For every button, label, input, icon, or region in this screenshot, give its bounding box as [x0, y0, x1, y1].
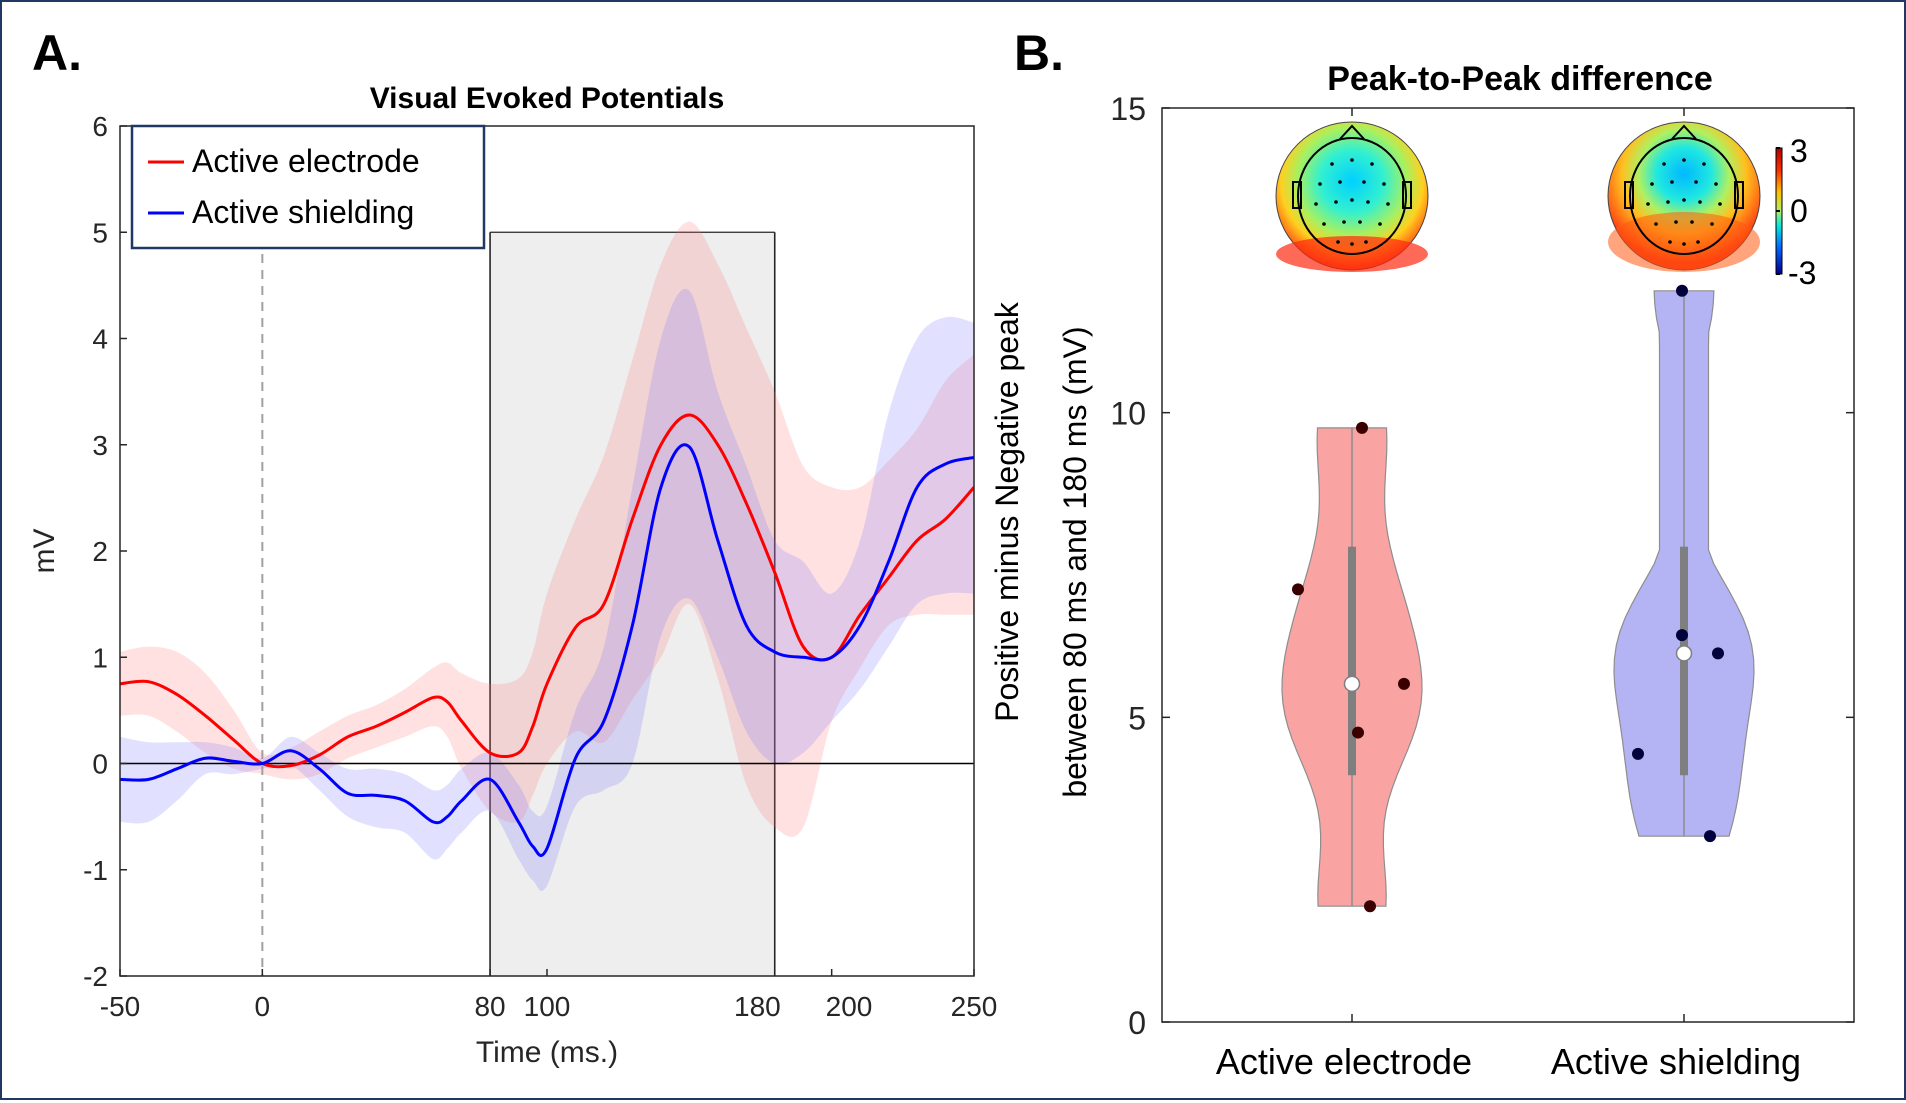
y-tick-label: 5: [92, 217, 108, 248]
data-point: [1676, 284, 1688, 297]
left-ear-icon: [1292, 181, 1302, 209]
right-ear-icon: [1402, 181, 1412, 209]
nose-icon: [1339, 124, 1365, 140]
x-tick-label: -50: [100, 991, 140, 1022]
data-point: [1356, 421, 1368, 434]
topomap-active-electrode: [1275, 121, 1429, 272]
confidence-bands: [120, 221, 974, 891]
legend-box: [130, 124, 486, 250]
x-tick-label: 80: [474, 991, 505, 1022]
y-tick-label: 3: [92, 430, 108, 461]
vep-x-ticks: -50 0 80 100 180 200 250: [100, 969, 998, 1022]
left-ear-icon: [1624, 181, 1634, 209]
vep-y-ticks: -2 -1 0 1 2 3 4 5 6: [83, 111, 127, 992]
vep-chart: Visual Evoked Potentials -2 -1 0 1 2 3 4 5 6 -50…: [28, 82, 997, 1069]
data-point: [1364, 900, 1376, 913]
violins: [1281, 284, 1755, 913]
data-point: [1712, 647, 1724, 660]
x-tick-label: 180: [734, 991, 781, 1022]
legend-label-electrode: Active electrode: [192, 143, 420, 179]
x-tick-label: 200: [826, 991, 873, 1022]
colorbar-tick-max: 3: [1790, 133, 1808, 169]
y-tick-label: 6: [92, 111, 108, 142]
right-ear-icon: [1734, 181, 1744, 209]
data-point: [1292, 583, 1304, 596]
data-point: [1352, 726, 1364, 739]
y-tick-label: 5: [1128, 700, 1146, 736]
vep-y-axis-label: mV: [28, 529, 61, 574]
violin-chart: Peak-to-Peak difference 0 5 10 15 Active el…: [989, 60, 1855, 1082]
y-tick-label: 10: [1110, 396, 1146, 432]
panel-a-letter: A.: [32, 25, 82, 81]
y-tick-label: 1: [92, 642, 108, 673]
y-tick-label: 15: [1110, 91, 1146, 127]
confidence-band-electrode: [120, 221, 974, 837]
head-outline-icon: [1629, 137, 1739, 255]
vep-x-axis-label: Time (ms.): [476, 1036, 618, 1069]
y-tick-label: 4: [92, 324, 108, 355]
y-tick-label: -2: [83, 961, 108, 992]
x-tick-label: 0: [255, 991, 271, 1022]
colorbar-tick-mid: 0: [1790, 193, 1808, 229]
electrode-dots: [1314, 158, 1390, 246]
y-tick-label: 2: [92, 536, 108, 567]
head-outline-icon: [1297, 137, 1407, 255]
y-tick-label: 0: [1128, 1005, 1146, 1041]
legend-label-shielding: Active shielding: [192, 194, 414, 230]
violin-x-ticks: Active electrode Active shielding: [1216, 108, 1801, 1082]
data-point: [1632, 747, 1644, 760]
x-tick-label: 250: [951, 991, 998, 1022]
vep-chart-title: Visual Evoked Potentials: [370, 82, 725, 115]
violin-y-axis-label-line-1: Positive minus Negative peak: [989, 301, 1025, 722]
median-marker: [1343, 675, 1361, 693]
data-point: [1676, 629, 1688, 642]
violin-y-ticks: 0 5 10 15: [1110, 91, 1854, 1041]
y-tick-label: -1: [83, 855, 108, 886]
electrode-dots: [1646, 158, 1722, 246]
x-tick-label: 100: [524, 991, 571, 1022]
y-tick-label: 0: [92, 749, 108, 780]
data-point: [1398, 677, 1410, 690]
confidence-band-shielding: [120, 288, 974, 891]
violin-chart-title: Peak-to-Peak difference: [1327, 60, 1713, 98]
colorbar: 3 0 -3: [1775, 133, 1816, 291]
topomap-active-shielding: [1607, 121, 1761, 272]
vep-legend: Active electrode Active shielding: [130, 124, 486, 250]
category-label: Active electrode: [1216, 1041, 1472, 1082]
data-point: [1704, 830, 1716, 843]
violin-iqr-box: [1348, 546, 1356, 776]
category-label: Active shielding: [1551, 1041, 1801, 1082]
nose-icon: [1671, 124, 1697, 140]
violin-y-axis-label-line-2: between 80 ms and 180 ms (mV): [1057, 326, 1093, 797]
colorbar-tick-min: -3: [1788, 255, 1816, 291]
mean-line-shielding: [120, 443, 974, 857]
panel-b-letter: B.: [1014, 25, 1064, 81]
topomap-shielding-hotspot: [1608, 212, 1760, 272]
mean-lines: [120, 413, 974, 857]
median-marker: [1675, 645, 1693, 662]
